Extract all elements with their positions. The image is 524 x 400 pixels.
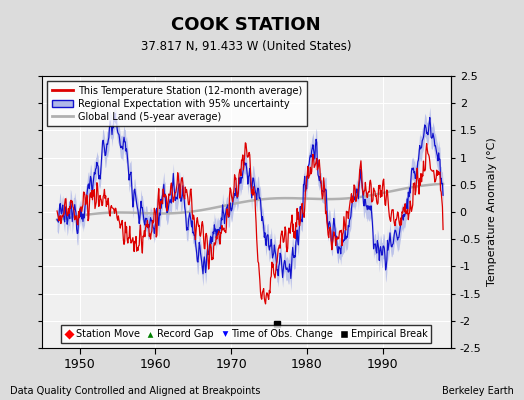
Legend: Station Move, Record Gap, Time of Obs. Change, Empirical Break: Station Move, Record Gap, Time of Obs. C…	[61, 325, 431, 343]
Text: Berkeley Earth: Berkeley Earth	[442, 386, 514, 396]
Text: 37.817 N, 91.433 W (United States): 37.817 N, 91.433 W (United States)	[141, 40, 352, 53]
Y-axis label: Temperature Anomaly (°C): Temperature Anomaly (°C)	[487, 138, 497, 286]
Text: Data Quality Controlled and Aligned at Breakpoints: Data Quality Controlled and Aligned at B…	[10, 386, 261, 396]
Text: COOK STATION: COOK STATION	[171, 16, 321, 34]
